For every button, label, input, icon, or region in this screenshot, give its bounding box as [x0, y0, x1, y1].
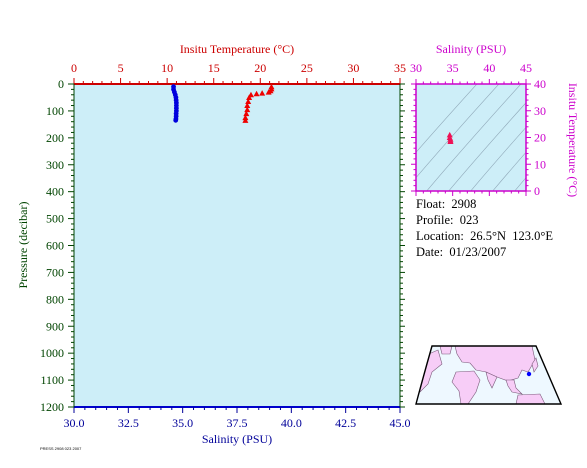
salinity-tick-label: 30.0	[64, 416, 85, 430]
temperature-point	[253, 90, 260, 97]
temperature-tick-label: 30	[347, 61, 359, 75]
map-land-africa	[451, 370, 481, 404]
salinity-point	[173, 117, 179, 123]
pressure-tick-label: 1200	[40, 400, 64, 414]
ts-inset-x-ticks: 30 35 40 45	[410, 61, 532, 196]
ts-inset-y-tick-label: 40	[534, 77, 546, 91]
pressure-tick-label: 600	[46, 239, 64, 253]
temperature-ticks: 0 5 10 15 20 25 30 35	[71, 61, 406, 84]
map-land-japan	[531, 357, 539, 373]
temperature-point	[243, 110, 250, 117]
float-location-marker	[526, 371, 532, 377]
density-contour	[492, 151, 526, 191]
pressure-tick-label: 1000	[40, 346, 64, 360]
density-contours	[416, 84, 526, 191]
map-land-australia	[515, 393, 546, 404]
pressure-tick-label: 900	[46, 319, 64, 333]
temperature-point	[244, 106, 251, 113]
pressure-tick-label: 700	[46, 265, 64, 279]
float-location: Location: 26.5°N 123.0°E	[416, 229, 554, 243]
salinity-tick-label: 45.0	[390, 416, 411, 430]
ts-inset-y-tick-label: 30	[534, 104, 546, 118]
density-contour	[514, 177, 526, 191]
pressure-ticks: 0 100 200 300 400 500 600 700 800 900 1000 1100 1200	[40, 77, 405, 414]
salinity-tick-label: 32.5	[118, 416, 139, 430]
ts-inset-x-tick-label: 35	[447, 61, 459, 75]
pressure-axis-title: Pressure (decibar)	[16, 202, 30, 289]
temperature-tick-label: 35	[394, 61, 406, 75]
pressure-tick-label: 500	[46, 212, 64, 226]
map-land-india	[485, 371, 498, 389]
ts-inset-y-tick-label: 0	[534, 184, 540, 198]
temperature-tick-label: 15	[208, 61, 220, 75]
float-info: Float: 2908 Profile: 023 Location: 26.5°…	[416, 196, 553, 260]
map-border	[415, 345, 563, 405]
temperature-tick-label: 10	[161, 61, 173, 75]
density-contour	[416, 84, 478, 153]
map-land-seasia	[505, 379, 523, 395]
density-contour	[470, 126, 526, 191]
pressure-tick-label: 300	[46, 158, 64, 172]
density-contour	[448, 102, 526, 191]
salinity-tick-label: 37.5	[227, 416, 248, 430]
ts-inset-x-tick-label: 30	[410, 61, 422, 75]
ts-inset-series	[446, 131, 454, 145]
temperature-point	[242, 117, 249, 123]
map-land-greenland	[439, 346, 453, 355]
ts-inset-y-tick-label: 20	[534, 131, 546, 145]
salinity-series	[171, 84, 179, 123]
ts-inset-y-ticks: 0 10 20 30 40	[411, 77, 546, 198]
temperature-series	[242, 83, 275, 123]
density-contour	[416, 84, 500, 179]
temperature-axis-title: Insitu Temperature (°C)	[180, 42, 294, 56]
main-plot: 0 5 10 15 20 25 30 35 30.0 32.5 35.0 37.5 40.0 42.5 4…	[16, 42, 411, 446]
ts-inset-point	[447, 138, 454, 145]
temperature-point	[259, 90, 266, 96]
profile-date: Date: 01/23/2007	[416, 245, 507, 259]
salinity-tick-label: 40.0	[281, 416, 302, 430]
salinity-ticks: 30.0 32.5 35.0 37.5 40.0 42.5 45.0	[64, 407, 411, 430]
pressure-tick-label: 800	[46, 292, 64, 306]
pressure-tick-label: 400	[46, 185, 64, 199]
temperature-point	[245, 98, 252, 104]
profile-number: Profile: 023	[416, 213, 479, 227]
temperature-tick-label: 0	[71, 61, 77, 75]
temperature-point	[244, 102, 251, 109]
salinity-tick-label: 35.0	[172, 416, 193, 430]
ts-inset-x-tick-label: 45	[520, 61, 532, 75]
ts-inset-area	[416, 84, 526, 191]
ts-inset-x-title: Salinity (PSU)	[436, 42, 506, 56]
float-id: Float: 2908	[416, 197, 477, 211]
world-map	[415, 345, 563, 405]
ts-inset-y-title: Insitu Temperature (°C)	[566, 83, 580, 197]
footer-stamp: PRESS 2908 023 2007	[40, 446, 82, 451]
pressure-tick-label: 1100	[40, 373, 64, 387]
temperature-tick-label: 25	[301, 61, 313, 75]
salinity-axis-title: Salinity (PSU)	[202, 432, 272, 446]
temperature-tick-label: 5	[118, 61, 124, 75]
temperature-point	[246, 94, 253, 100]
main-plot-area	[74, 84, 400, 407]
pressure-tick-label: 0	[58, 77, 64, 91]
salinity-tick-label: 42.5	[335, 416, 356, 430]
ts-inset-y-tick-label: 10	[534, 157, 546, 171]
pressure-tick-label: 100	[46, 104, 64, 118]
temperature-point	[265, 89, 272, 95]
temperature-tick-label: 20	[254, 61, 266, 75]
density-contour	[426, 84, 522, 191]
pressure-tick-label: 200	[46, 131, 64, 145]
ts-inset-x-tick-label: 40	[483, 61, 495, 75]
